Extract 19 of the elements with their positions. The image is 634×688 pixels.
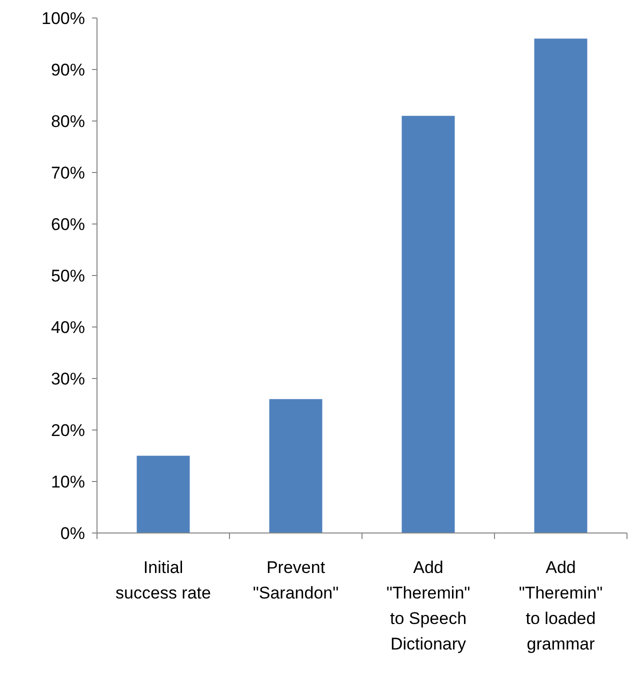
y-tick-label: 20% [50,420,85,440]
bar [402,116,455,533]
y-tick-label: 40% [50,318,85,337]
bar [269,399,322,533]
y-tick-label: 50% [50,266,85,286]
y-tick-label: 30% [50,369,85,388]
y-tick-label: 90% [50,60,85,80]
x-tick-label: Prevent "Sarandon" [252,558,339,602]
y-tick-label: 70% [50,163,85,182]
y-tick-label: 0% [60,524,85,543]
x-tick-label: Add "Theremin" to Speech Dictionary [386,558,470,654]
x-tick-label: Initial success rate [116,558,211,602]
y-tick-label: 60% [50,214,85,234]
x-tick-label: Add "Theremin" to loaded grammar [518,558,603,654]
bar [136,456,190,533]
y-tick-label: 80% [50,112,85,131]
bar [534,38,588,533]
y-tick-label: 10% [50,472,85,492]
y-tick-label: 100% [42,8,85,28]
